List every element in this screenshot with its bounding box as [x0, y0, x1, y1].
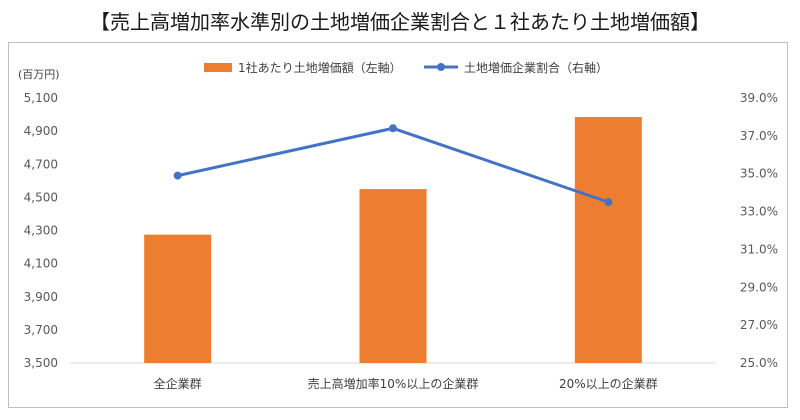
left-tick-label: 4,700: [24, 157, 58, 171]
left-tick-label: 4,100: [24, 257, 58, 271]
left-tick-label: 4,500: [24, 190, 58, 204]
right-tick-label: 37.0%: [740, 129, 778, 143]
left-tick-label: 3,500: [24, 356, 58, 370]
right-tick-label: 39.0%: [740, 91, 778, 105]
right-tick-label: 27.0%: [740, 318, 778, 332]
legend-bar-label: 1社あたり土地増価額（左軸）: [238, 60, 402, 75]
line-point: [173, 171, 182, 180]
right-tick-label: 35.0%: [740, 167, 778, 181]
right-tick-label: 33.0%: [740, 205, 778, 219]
line-point: [389, 124, 397, 133]
left-tick-label: 4,900: [24, 124, 58, 138]
bar: [574, 117, 642, 363]
bar: [359, 189, 427, 363]
chart-title: 【売上高増加率水準別の土地増価企業割合と１社あたり土地増価額】: [90, 10, 710, 34]
category-label: 20%以上の企業群: [559, 376, 658, 391]
bar: [144, 234, 212, 363]
left-tick-label: 3,700: [24, 323, 58, 337]
line-point: [604, 198, 613, 207]
right-tick-label: 31.0%: [740, 242, 778, 256]
right-tick-label: 29.0%: [740, 280, 778, 294]
left-axis-unit: (百万円): [18, 68, 60, 81]
legend-line-label: 土地増価企業割合（右軸）: [464, 60, 608, 75]
left-tick-label: 3,900: [24, 290, 58, 304]
left-tick-label: 4,300: [24, 224, 58, 238]
legend-bar-swatch: [204, 63, 232, 72]
left-tick-label: 5,100: [24, 91, 58, 105]
category-label: 売上高増加率10%以上の企業群: [308, 376, 479, 391]
category-label: 全企業群: [154, 376, 202, 391]
legend-line-marker: [437, 63, 445, 71]
right-tick-label: 25.0%: [740, 356, 778, 370]
